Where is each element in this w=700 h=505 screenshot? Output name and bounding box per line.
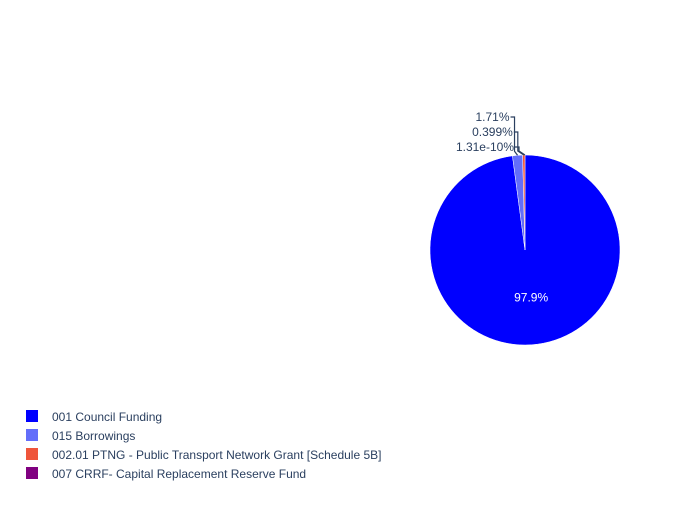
pie-leader-lines xyxy=(510,116,526,156)
legend-item-015-borrowings[interactable]: 015 Borrowings xyxy=(26,429,135,443)
pie-leader-line-002-01-ptng-public-transport-network-grant-schedule-5b xyxy=(513,131,525,156)
legend-label: 007 CRRF- Capital Replacement Reserve Fu… xyxy=(52,467,306,481)
legend-swatch xyxy=(26,467,38,479)
legend-swatch xyxy=(26,448,38,460)
legend-label: 001 Council Funding xyxy=(52,410,162,424)
pie-slices xyxy=(429,154,621,346)
legend: 001 Council Funding 015 Borrowings 002.01 … xyxy=(26,410,381,481)
legend-swatch xyxy=(26,410,38,422)
legend-label: 015 Borrowings xyxy=(52,429,135,443)
legend-item-001-council-funding[interactable]: 001 Council Funding xyxy=(26,410,162,424)
pie-labels: 97.9% 1.71%0.399%1.31e-10% xyxy=(456,110,549,304)
legend-swatch xyxy=(26,429,38,441)
pie-label-002-01-ptng-public-transport-network-grant-schedule-5b: 0.399% xyxy=(472,125,513,139)
pie-leader-line-015-borrowings xyxy=(510,116,519,156)
pie-label-001-council-funding: 97.9% xyxy=(514,290,548,304)
pie-label-015-borrowings: 1.71% xyxy=(475,110,509,124)
legend-item-002-01-ptng-public-transport-network-grant-schedule-5b[interactable]: 002.01 PTNG - Public Transport Network G… xyxy=(26,448,381,462)
pie-label-007-crrf-capital-replacement-reserve-fund: 1.31e-10% xyxy=(456,140,514,154)
pie-leader-line-007-crrf-capital-replacement-reserve-fund xyxy=(515,146,526,156)
legend-label: 002.01 PTNG - Public Transport Network G… xyxy=(52,448,381,462)
legend-item-007-crrf-capital-replacement-reserve-fund[interactable]: 007 CRRF- Capital Replacement Reserve Fu… xyxy=(26,467,306,481)
